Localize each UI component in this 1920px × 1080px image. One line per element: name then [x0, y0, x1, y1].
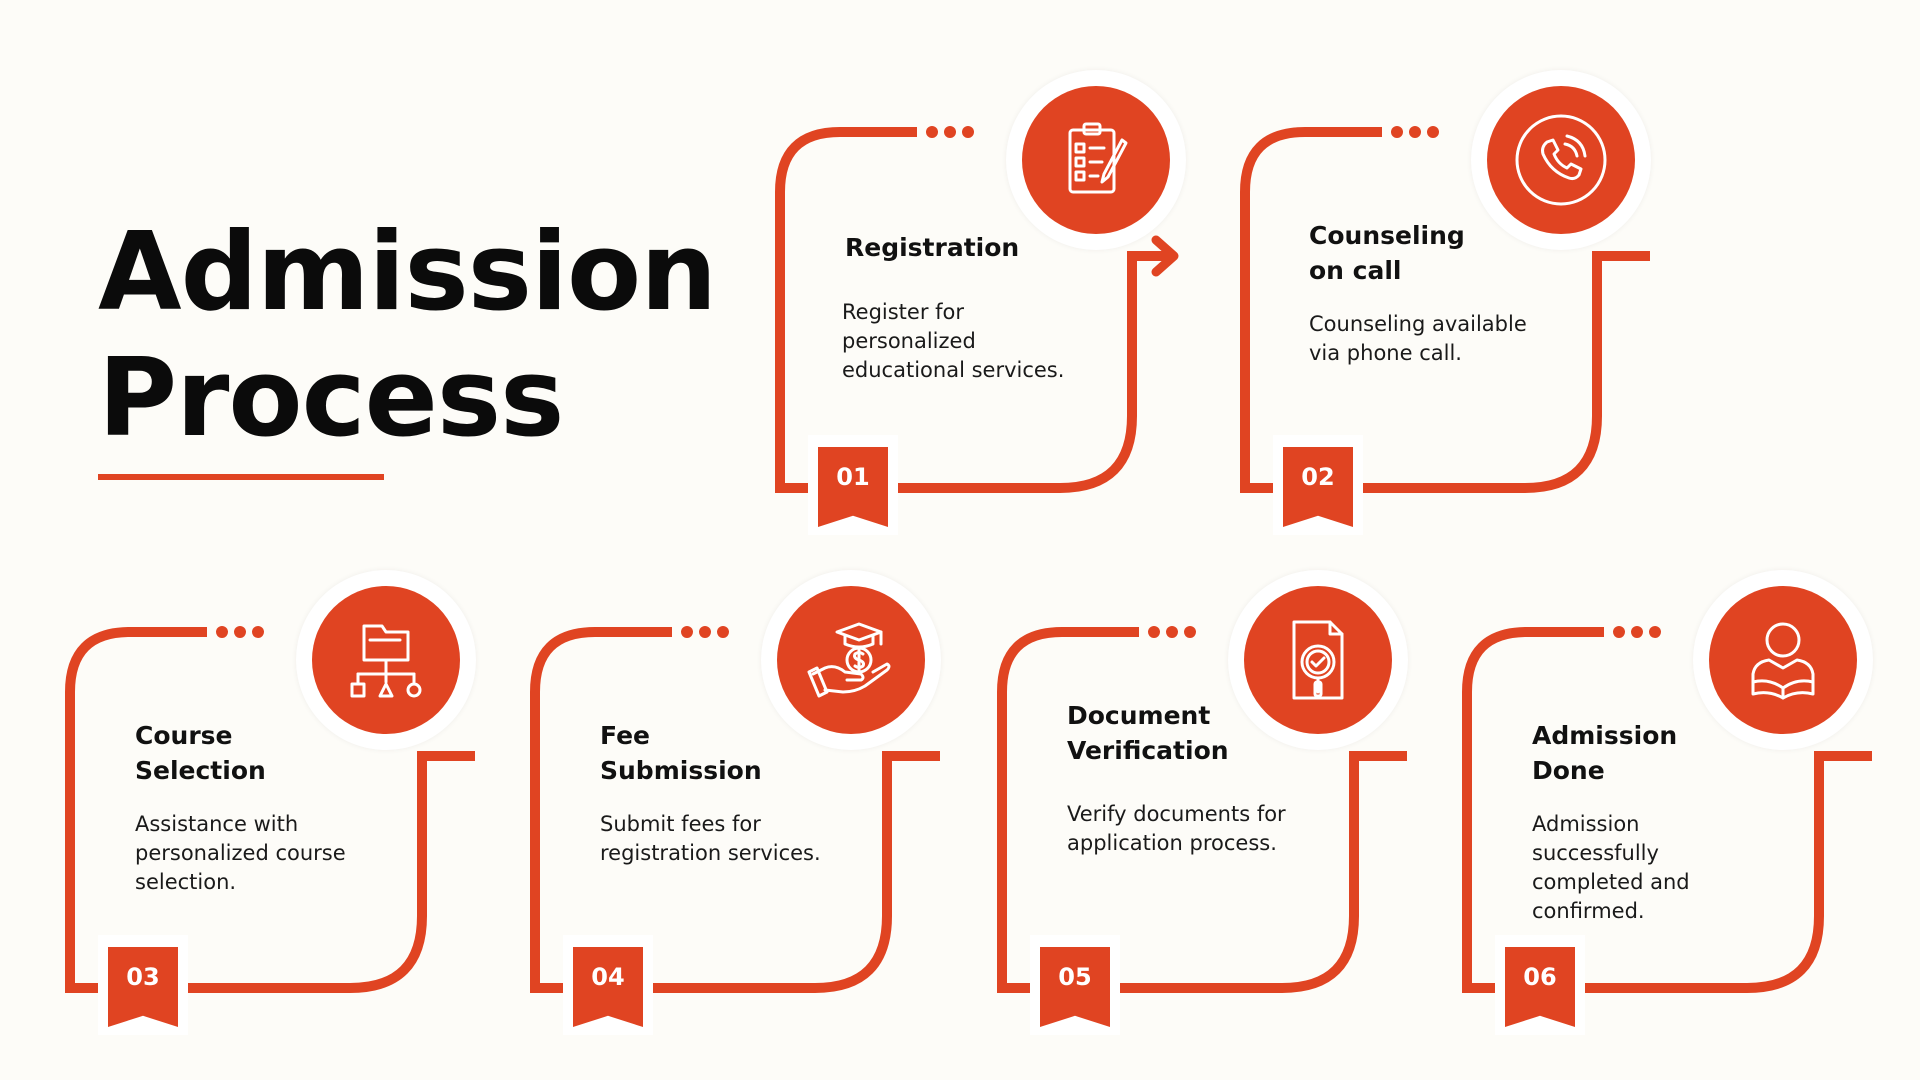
heading-line-2: Process	[98, 336, 564, 461]
graduation-fee-hand-icon	[807, 622, 891, 698]
step-5-card: Document Verification Verify documents f…	[997, 570, 1422, 1035]
step-2-frame	[1240, 126, 1650, 493]
heading-underline	[98, 474, 384, 480]
step-1-card: Registration Register for personalized e…	[775, 70, 1200, 535]
step-6-number-badge: 06	[1505, 947, 1575, 1027]
step-3-title: Course Selection	[135, 721, 266, 785]
student-reading-icon	[1751, 622, 1815, 700]
step-4-number-badge: 04	[573, 947, 643, 1027]
step-5-number-badge: 05	[1040, 947, 1110, 1027]
step-3-description: Assistance with personalized course sele…	[135, 812, 346, 894]
page-heading: Admission Process	[98, 210, 717, 462]
document-search-check-icon	[1292, 620, 1344, 700]
clipboard-checklist-icon	[1068, 122, 1128, 194]
step-6-card: Admission Done Admission successfully co…	[1462, 570, 1887, 1035]
step-6-frame	[1462, 626, 1872, 993]
step-4-description: Submit fees for registration services.	[600, 812, 821, 865]
step-4-card: Fee Submission Submit fees for registrat…	[530, 570, 955, 1035]
step-5-description: Verify documents for application process…	[1067, 802, 1286, 855]
step-2-title: Counseling on call	[1309, 221, 1465, 285]
step-6-title: Admission Done	[1532, 721, 1678, 785]
step-6-description: Admission successfully completed and con…	[1532, 812, 1690, 923]
step-3-number-badge: 03	[108, 947, 178, 1027]
step-1-title: Registration	[845, 233, 1020, 262]
step-2-description: Counseling available via phone call.	[1309, 312, 1527, 365]
step-1-frame	[775, 126, 1179, 493]
step-4-frame	[530, 626, 940, 993]
phone-call-icon	[1515, 114, 1607, 206]
step-3-frame	[65, 626, 475, 993]
step-1-number-badge: 01	[818, 447, 888, 527]
step-1-description: Register for personalized educational se…	[842, 300, 1065, 382]
step-5-title: Document Verification	[1067, 701, 1229, 765]
folder-hierarchy-icon	[350, 624, 422, 698]
step-2-number-badge: 02	[1283, 447, 1353, 527]
heading-line-1: Admission	[98, 210, 717, 335]
step-3-card: Course Selection Assistance with persona…	[65, 570, 490, 1035]
step-4-title: Fee Submission	[600, 721, 762, 785]
step-5-frame	[997, 626, 1407, 993]
step-2-card: Counseling on call Counseling available …	[1240, 70, 1665, 535]
